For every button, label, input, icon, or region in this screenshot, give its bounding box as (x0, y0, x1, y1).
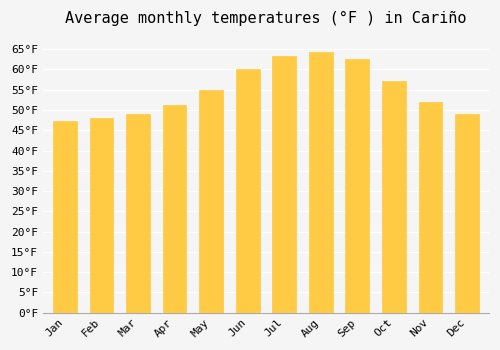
Bar (162, 105, 186, 313)
Bar (272, 56, 296, 313)
Bar (346, 59, 369, 313)
Bar (199, 90, 223, 313)
Bar (236, 69, 260, 313)
Bar (126, 114, 150, 313)
Bar (90, 118, 114, 313)
Bar (309, 52, 332, 313)
Bar (418, 102, 442, 313)
Bar (382, 81, 406, 313)
Title: Average monthly temperatures (°F ) in Cariño: Average monthly temperatures (°F ) in Ca… (65, 11, 466, 26)
Bar (53, 121, 77, 313)
Bar (455, 114, 479, 313)
